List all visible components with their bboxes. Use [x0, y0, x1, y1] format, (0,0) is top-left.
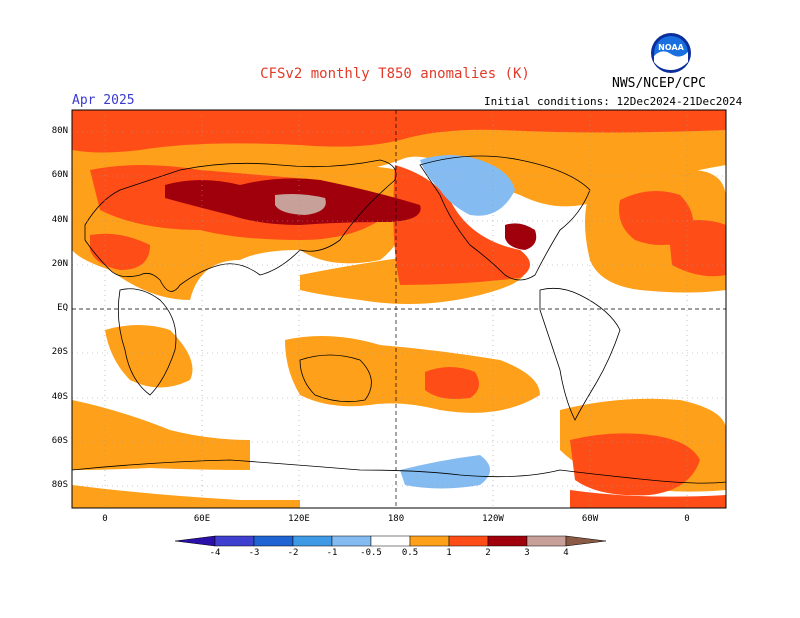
lon-label: 120W: [482, 514, 504, 524]
lon-label: 0: [684, 514, 690, 524]
colorbar-label: 2: [485, 548, 491, 558]
colorbar-swatch: [331, 535, 372, 547]
lon-label: 180: [387, 514, 405, 524]
equator-dateline: [72, 110, 726, 508]
colorbar-label: -0.5: [360, 548, 382, 558]
colorbar-arrow-high: [565, 535, 607, 547]
lat-label: 60N: [51, 170, 68, 180]
colorbar-swatch: [409, 535, 450, 547]
colorbar-label: 0.5: [401, 548, 419, 558]
colorbar-label: -3: [248, 548, 260, 558]
lon-label: 120E: [288, 514, 310, 524]
lat-label: EQ: [57, 303, 68, 313]
svg-text:NOAA: NOAA: [658, 43, 684, 52]
lon-label: 60W: [581, 514, 599, 524]
lat-label: 20N: [51, 259, 68, 269]
graticule: [72, 110, 726, 508]
lon-label: 60E: [193, 514, 211, 524]
agency-label: NWS/NCEP/CPC: [612, 76, 706, 91]
map-frame: [71, 109, 727, 509]
lat-label: 60S: [51, 436, 68, 446]
lon-label: 0: [102, 514, 108, 524]
colorbar-swatch: [487, 535, 528, 547]
initial-conditions: Initial conditions: 12Dec2024-21Dec2024: [484, 95, 743, 108]
lat-label: 40N: [51, 215, 68, 225]
colorbar-swatch: [370, 535, 411, 547]
colorbar-swatch: [214, 535, 255, 547]
colorbar-label: -1: [326, 548, 338, 558]
lat-label: 20S: [51, 347, 68, 357]
coastlines: [72, 155, 726, 484]
noaa-logo-icon: NOAA: [651, 33, 691, 73]
colorbar-swatch: [292, 535, 333, 547]
colorbar-arrow-low: [174, 535, 216, 547]
colorbar-swatch: [526, 535, 567, 547]
lat-label: 80N: [51, 126, 68, 136]
colorbar-label: 3: [524, 548, 530, 558]
colorbar-label: -2: [287, 548, 299, 558]
colorbar-label: 1: [446, 548, 452, 558]
colorbar-swatch: [448, 535, 489, 547]
forecast-period: Apr 2025: [72, 93, 135, 108]
anomaly-field: [72, 110, 726, 508]
map-title: CFSv2 monthly T850 anomalies (K): [260, 66, 530, 82]
colorbar-label: 4: [563, 548, 569, 558]
lat-label: 80S: [51, 480, 68, 490]
colorbar-label: -4: [209, 548, 221, 558]
colorbar: [174, 535, 607, 547]
lat-label: 40S: [51, 392, 68, 402]
colorbar-swatch: [253, 535, 294, 547]
